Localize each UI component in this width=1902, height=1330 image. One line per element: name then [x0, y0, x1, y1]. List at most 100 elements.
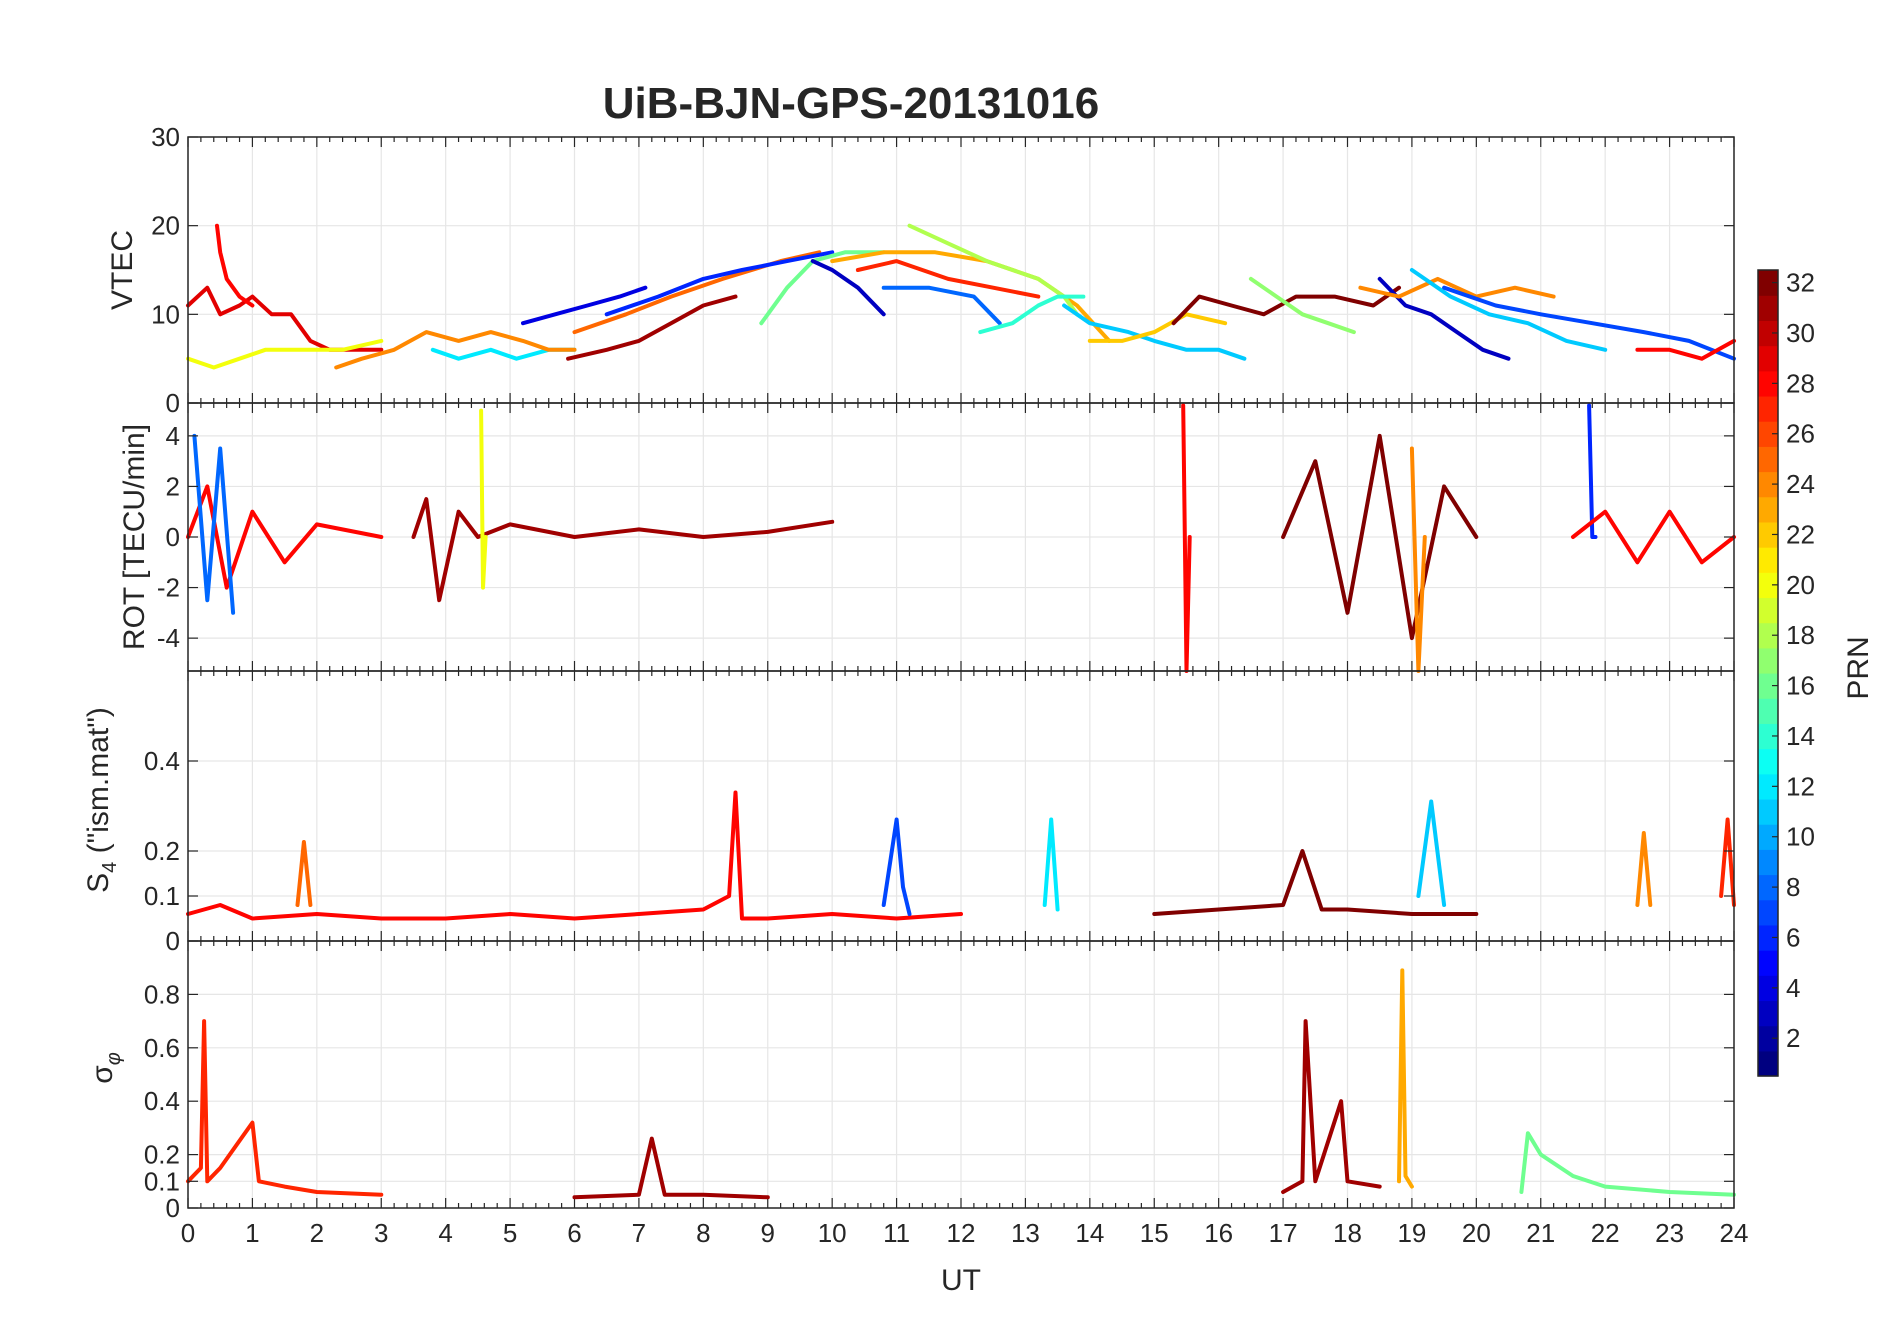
- series-line-vtec-22: [1409, 268, 1608, 352]
- y-tick-label: 0.4: [144, 1086, 180, 1116]
- colorbar-tick-label: 18: [1786, 620, 1815, 650]
- chart-title: UiB-BJN-GPS-20131016: [603, 79, 1099, 128]
- y-tick-label: 0: [166, 926, 180, 956]
- x-tick-label: 1: [245, 1218, 259, 1248]
- series-line-rot-0: [186, 484, 384, 590]
- colorbar-segment: [1758, 950, 1778, 976]
- colorbar-segment: [1758, 547, 1778, 573]
- y-tick-label: 0: [166, 388, 180, 418]
- x-tick-label: 22: [1591, 1218, 1620, 1248]
- x-tick-label: 2: [310, 1218, 324, 1248]
- colorbar-segment: [1758, 496, 1778, 523]
- x-axis-label: UT: [941, 1264, 981, 1297]
- x-tick-label: 8: [696, 1218, 710, 1248]
- colorbar-segment: [1758, 874, 1778, 901]
- colorbar-tick-label: 26: [1786, 419, 1815, 449]
- x-tick-label: 12: [947, 1218, 976, 1248]
- sigma-y-label-main: σ: [86, 1065, 119, 1084]
- x-tick-label: 7: [632, 1218, 646, 1248]
- series-line-rot-5: [1281, 433, 1479, 641]
- colorbar-segment: [1758, 723, 1778, 750]
- s4-y-label: S4 ("ism.mat"): [82, 707, 121, 893]
- y-tick-label: 0: [166, 522, 180, 552]
- series-line-s4-6: [1635, 831, 1653, 907]
- series-line-sigma_phi-0: [186, 1019, 384, 1197]
- s4-y-label-main: S: [82, 873, 115, 893]
- y-tick-label: 0.6: [144, 1033, 180, 1063]
- colorbar-segment: [1758, 295, 1778, 321]
- series-line-sigma_phi-3: [1397, 968, 1414, 1189]
- colorbar-segment: [1758, 270, 1778, 296]
- colorbar-tick-label: 16: [1786, 671, 1815, 701]
- colorbar-segment: [1758, 622, 1778, 649]
- colorbar-segment: [1758, 446, 1778, 473]
- series-line-rot-3: [479, 408, 488, 590]
- colorbar-segment: [1758, 521, 1778, 548]
- x-tick-label: 15: [1140, 1218, 1169, 1248]
- series-line-vtec-21: [1358, 276, 1556, 299]
- x-tick-label: 10: [818, 1218, 847, 1248]
- colorbar-tick-label: 10: [1786, 822, 1815, 852]
- y-tick-label: -2: [157, 573, 180, 603]
- sigma-y-label: σφ: [86, 1052, 125, 1084]
- colorbar-segment: [1758, 345, 1778, 372]
- y-tick-label: 4: [166, 421, 180, 451]
- x-tick-label: 0: [181, 1218, 195, 1248]
- series-line-vtec-15: [978, 294, 1086, 335]
- series-line-vtec-5: [521, 285, 648, 326]
- y-tick-label: 30: [151, 122, 180, 152]
- series-line-vtec-13: [855, 259, 1041, 299]
- colorbar-segment: [1758, 798, 1778, 825]
- colorbar-label: PRN: [1842, 636, 1875, 699]
- grid-s4: [187, 671, 1735, 942]
- plot-frame: [187, 940, 1735, 1209]
- colorbar-segment: [1758, 395, 1778, 422]
- vtec-y-label: VTEC: [106, 230, 139, 310]
- series-line-rot-4: [1181, 403, 1192, 673]
- series-line-s4-1: [295, 840, 313, 907]
- colorbar-segment: [1758, 975, 1778, 1002]
- colorbar-segment: [1758, 1025, 1778, 1052]
- colorbar-segment: [1758, 899, 1778, 926]
- x-tick-label: 14: [1075, 1218, 1104, 1248]
- panel-rot: -4 -2 0 2 4: [157, 402, 1736, 673]
- series-line-s4-0: [186, 790, 963, 921]
- series-line-sigma_phi-1: [572, 1136, 770, 1200]
- x-tick-label: 21: [1526, 1218, 1555, 1248]
- series-line-s4-3: [1042, 817, 1060, 912]
- y-tick-label: 0.1: [144, 1166, 180, 1196]
- series-group-rot: [186, 403, 1736, 673]
- grid-sigma_phi: [187, 941, 1735, 1209]
- colorbar-segment: [1758, 698, 1778, 724]
- colorbar-tick-label: 30: [1786, 318, 1815, 348]
- y-tick-label: 0.1: [144, 881, 180, 911]
- colorbar-segment: [1758, 320, 1778, 347]
- series-line-vtec-16: [1062, 303, 1247, 361]
- series-line-vtec-10: [810, 259, 886, 317]
- series-group-sigma_phi: [186, 968, 1736, 1200]
- x-tick-label: 5: [503, 1218, 517, 1248]
- series-line-vtec-19: [1248, 276, 1356, 335]
- series-line-vtec-23: [1442, 285, 1736, 361]
- series-line-vtec-8: [604, 250, 835, 317]
- s4-y-label-rest: ("ism.mat"): [82, 707, 115, 862]
- panel-sigma_phi: 00.10.20.40.60.80 1 2 3 4 5 6 7 8 9 10 11 12 13 14 15 16…: [144, 940, 1748, 1248]
- colorbar-segment: [1758, 1000, 1778, 1027]
- sigma-y-label-sub: φ: [103, 1052, 125, 1065]
- x-tick-label: 20: [1462, 1218, 1491, 1248]
- x-tick-label: 16: [1204, 1218, 1233, 1248]
- colorbar-tick-label: 4: [1786, 973, 1800, 1003]
- series-line-vtec-17: [1087, 312, 1228, 343]
- colorbar-tick-label: 28: [1786, 368, 1815, 398]
- y-tick-label: 0: [166, 1193, 180, 1223]
- series-line-vtec-24: [1635, 338, 1736, 361]
- x-tick-label: 13: [1011, 1218, 1040, 1248]
- panel-vtec: 0 10 20 30: [151, 122, 1736, 418]
- colorbar-tick-label: 20: [1786, 570, 1815, 600]
- y-tick-label: 10: [151, 299, 180, 329]
- colorbar-segment: [1758, 673, 1778, 699]
- colorbar-segment: [1758, 748, 1778, 775]
- colorbar-tick-label: 22: [1786, 519, 1815, 549]
- colorbar-tick-label: 24: [1786, 469, 1815, 499]
